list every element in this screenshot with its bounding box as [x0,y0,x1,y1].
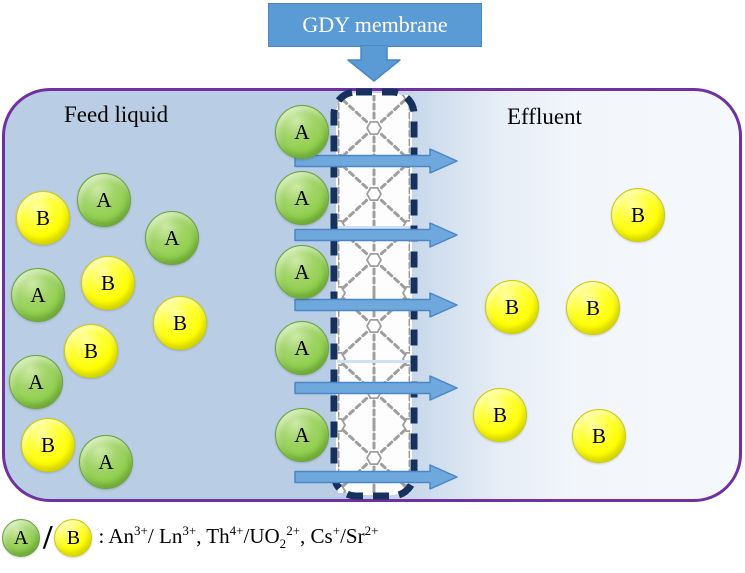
ion-b-circle: B [64,324,118,378]
ion-a-circle: A [9,355,63,409]
ion-b-circle: B [611,188,665,242]
legend-slash: / [43,519,53,556]
legend-description: : An3+/ Ln3+, Th4+/UO22+, Cs+/Sr2+ [98,523,379,552]
ion-b-circle: B [473,388,527,442]
ion-a-circle: A [275,105,329,159]
ion-b-circle: B [21,418,75,472]
ion-b-circle: B [16,191,70,245]
down-arrow-icon [347,45,401,82]
effluent-label: Effluent [507,104,582,129]
ion-b-circle: B [572,409,626,463]
gdy-membrane-title-box: GDY membrane [268,3,482,47]
ion-a-circle: A [11,268,65,322]
ion-b-circle: B [153,296,207,350]
ion-b-circle: B [566,281,620,335]
ion-b-circle: B [81,256,135,310]
ion-b-circle: B [485,280,539,334]
legend: A / B : An3+/ Ln3+, Th4+/UO22+, Cs+/Sr2+ [2,516,378,560]
ion-a-circle: A [145,211,199,265]
ion-a-circle: A [77,173,131,227]
ion-a-circle: A [275,245,329,299]
ion-a-circle: A [275,171,329,225]
ion-a-circle: A [275,321,329,375]
legend-ion-a-label: A [13,526,29,549]
gdy-membrane-title: GDY membrane [302,12,448,37]
feed-liquid-label: Feed liquid [64,102,169,127]
legend-ion-b-circle: B [54,519,93,557]
legend-ion-a-circle: A [2,519,40,557]
ion-a-circle: A [275,408,329,462]
legend-ion-b-label: B [66,526,81,549]
ion-a-circle: A [79,435,133,489]
